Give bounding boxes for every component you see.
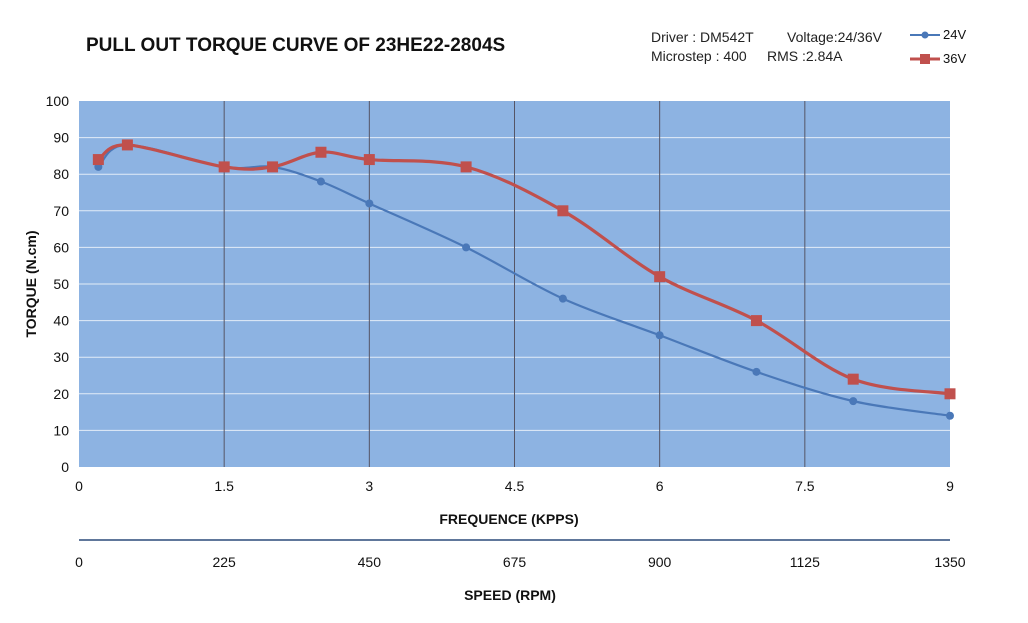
x-tick-9: 9 [946,478,954,494]
legend-marker-36v [920,54,930,64]
voltage-info: Voltage:24/36V [787,29,883,45]
vertical-gridlines [223,101,806,467]
y-tick-0: 0 [61,459,69,475]
x-axis-title: FREQUENCE (KPPS) [439,511,578,527]
y-axis-title: TORQUE (N.cm) [23,230,39,337]
point-36v-10 [847,373,859,385]
y-tick-10: 10 [53,422,69,438]
rpm-tick-450: 450 [358,554,382,570]
legend: 24V 36V [910,27,966,66]
y-tick-30: 30 [53,349,69,365]
point-36v-11 [944,388,956,400]
point-24v-5 [365,199,374,208]
rpm-tick-675: 675 [503,554,527,570]
rpm-tick-900: 900 [648,554,672,570]
point-36v-6 [460,161,472,173]
point-36v-9 [750,315,762,327]
y-tick-60: 60 [53,239,69,255]
y-tick-50: 50 [53,276,69,292]
legend-marker-24v [921,31,929,39]
legend-label-36v: 36V [943,51,966,66]
x-tick-4_5: 4.5 [505,478,525,494]
y-tick-90: 90 [53,130,69,146]
x-tick-6: 6 [656,478,664,494]
point-24v-11 [946,411,954,420]
y-tick-40: 40 [53,313,69,329]
x-tick-7_5: 7.5 [795,478,815,494]
y-tick-100: 100 [46,93,70,109]
point-24v-8 [655,331,664,340]
point-24v-4 [316,177,325,186]
y-tick-labels: 0 10 20 30 40 50 60 70 80 90 100 [46,93,70,475]
microstep-info: Microstep : 400 [651,48,747,64]
point-36v-5 [363,154,375,166]
x-tick-0: 0 [75,478,83,494]
y-tick-80: 80 [53,166,69,182]
rpm-tick-0: 0 [75,554,83,570]
x-tick-labels: 0 1.5 3 4.5 6 7.5 9 [75,478,954,494]
point-36v-2 [218,161,230,173]
series-markers [92,139,956,420]
secondary-x-axis-title: SPEED (RPM) [464,587,556,603]
point-24v-6 [462,243,471,252]
chart-title: PULL OUT TORQUE CURVE OF 23HE22-2804S [86,35,505,56]
legend-label-24v: 24V [943,27,966,42]
rpm-tick-1350: 1350 [934,554,965,570]
point-36v-8 [654,271,666,283]
point-24v-10 [849,397,858,406]
point-36v-4 [315,146,327,158]
y-tick-70: 70 [53,203,69,219]
point-24v-7 [558,294,567,303]
x-tick-1_5: 1.5 [214,478,234,494]
point-36v-3 [267,161,279,173]
x-tick-3: 3 [365,478,373,494]
driver-info: Driver : DM542T [651,29,754,45]
point-36v-1 [121,139,133,151]
rpm-tick-1125: 1125 [790,554,820,570]
secondary-x-tick-labels: 0 225 450 675 900 1125 1350 [75,554,966,570]
y-tick-20: 20 [53,386,69,402]
point-24v-9 [752,367,761,376]
rms-info: RMS :2.84A [767,48,843,64]
rpm-tick-225: 225 [212,554,236,570]
point-36v-7 [557,205,569,217]
point-36v-0 [92,154,104,166]
